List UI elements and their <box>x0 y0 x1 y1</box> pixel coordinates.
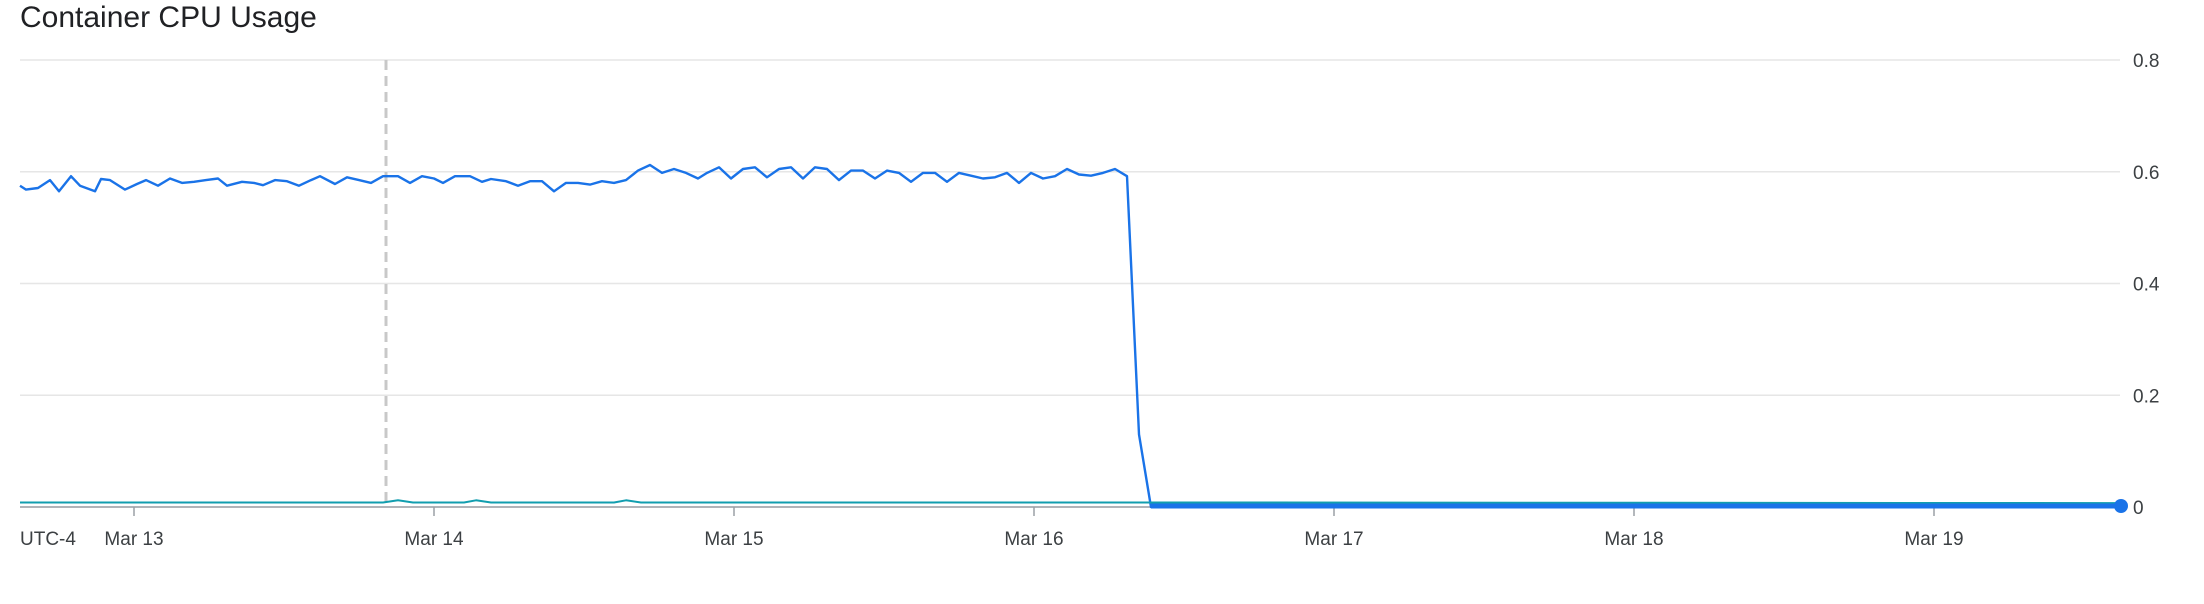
x-tick-label: Mar 16 <box>1004 529 1063 550</box>
chart-title: Container CPU Usage <box>20 1 317 34</box>
x-tick-label: Mar 19 <box>1904 529 1963 550</box>
grid-layer <box>20 59 2120 508</box>
x-tick-label: Mar 13 <box>104 529 163 550</box>
series-layer <box>19 163 2128 513</box>
y-tick-label: 0.4 <box>2133 275 2160 296</box>
timezone-label: UTC-4 <box>20 529 76 550</box>
series-end-dot <box>2114 499 2128 513</box>
x-tick-label: Mar 17 <box>1304 529 1363 550</box>
x-tick-label: Mar 18 <box>1604 529 1663 550</box>
axis-layer: 0 0.2 0.4 0.6 0.8 Mar 13 Mar 14 Mar 15 Mar 16 Mar… <box>20 51 2160 550</box>
x-tick-label: Mar 15 <box>704 529 763 550</box>
y-tick-label: 0.6 <box>2133 163 2159 184</box>
series-line-1 <box>19 163 2120 509</box>
y-tick-label: 0.8 <box>2133 51 2159 72</box>
y-tick-label: 0.2 <box>2133 386 2159 407</box>
y-tick-label: 0 <box>2133 498 2144 519</box>
series-line-2 <box>20 499 2121 505</box>
x-tick-label: Mar 14 <box>404 529 464 550</box>
